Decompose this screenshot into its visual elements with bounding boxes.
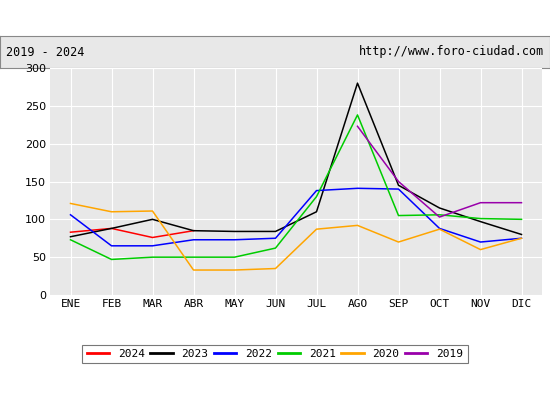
Text: 2019 - 2024: 2019 - 2024 (6, 46, 84, 58)
Text: http://www.foro-ciudad.com: http://www.foro-ciudad.com (359, 46, 544, 58)
Text: Evolucion Nº Turistas Extranjeros en el municipio de La Sénia: Evolucion Nº Turistas Extranjeros en el … (8, 10, 542, 26)
Legend: 2024, 2023, 2022, 2021, 2020, 2019: 2024, 2023, 2022, 2021, 2020, 2019 (82, 344, 468, 364)
